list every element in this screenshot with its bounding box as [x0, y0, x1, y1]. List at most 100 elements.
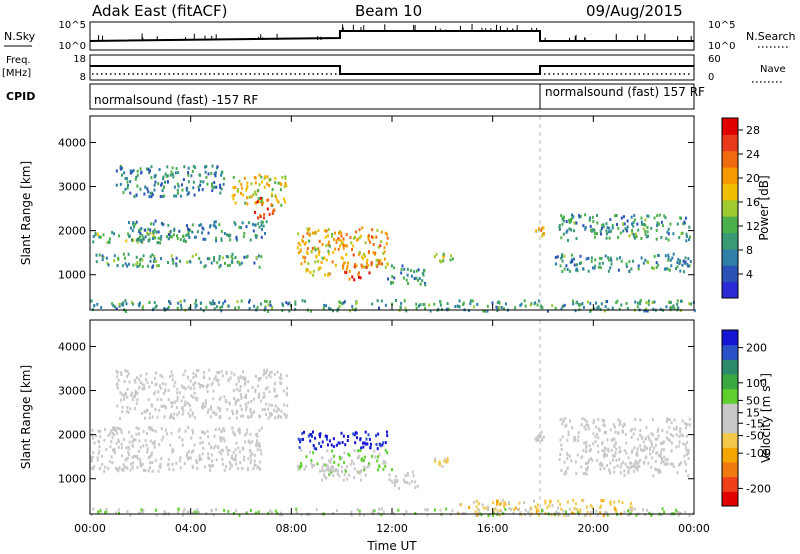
- range-gate-cell: [636, 301, 639, 305]
- range-gate-cell: [639, 429, 642, 433]
- range-gate-cell: [260, 235, 263, 239]
- range-gate-cell: [393, 483, 396, 487]
- range-gate-cell: [135, 220, 138, 224]
- range-gate-cell: [168, 300, 170, 303]
- freq-tick-top: 18: [73, 54, 86, 65]
- range-gate-cell: [213, 185, 216, 189]
- range-gate-cell: [599, 256, 601, 260]
- range-gate-cell: [324, 273, 327, 277]
- range-gate-cell: [563, 254, 566, 258]
- range-gate-cell: [678, 462, 681, 466]
- range-gate-cell: [429, 309, 432, 313]
- range-gate-cell: [667, 256, 670, 260]
- range-gate-cell: [660, 220, 663, 224]
- range-gate-cell: [338, 305, 341, 308]
- range-gate-cell: [360, 478, 363, 482]
- range-gate-cell: [650, 441, 653, 445]
- range-gate-cell: [220, 237, 223, 241]
- range-gate-cell: [681, 419, 684, 423]
- range-gate-cell: [342, 241, 345, 245]
- range-gate-cell: [243, 231, 246, 235]
- range-gate-cell: [254, 390, 257, 394]
- range-gate-cell: [254, 388, 257, 392]
- range-gate-cell: [118, 304, 121, 308]
- range-gate-cell: [274, 395, 277, 398]
- range-gate-cell: [297, 464, 300, 468]
- range-gate-cell: [189, 260, 192, 264]
- range-gate-cell: [647, 434, 650, 438]
- range-gate-cell: [563, 267, 566, 271]
- range-gate-cell: [201, 430, 203, 434]
- range-gate-cell: [268, 403, 271, 407]
- range-gate-cell: [258, 414, 261, 418]
- range-gate-cell: [635, 513, 638, 517]
- range-gate-cell: [178, 427, 181, 431]
- range-gate-cell: [141, 234, 144, 237]
- range-gate-cell: [626, 307, 629, 311]
- range-gate-cell: [459, 503, 462, 507]
- range-gate-cell: [210, 446, 213, 449]
- range-gate-cell: [669, 222, 672, 226]
- range-gate-cell: [357, 456, 360, 460]
- range-gate-cell: [153, 255, 156, 258]
- range-gate-cell: [575, 221, 578, 225]
- range-gate-cell: [549, 500, 552, 504]
- nave-tick-top: 60: [708, 54, 721, 65]
- range-gate-cell: [99, 435, 102, 439]
- range-gate-cell: [330, 443, 333, 447]
- range-gate-cell: [111, 436, 114, 440]
- range-gate-cell: [211, 164, 214, 168]
- range-gate-cell: [576, 508, 579, 512]
- range-gate-cell: [588, 218, 591, 222]
- range-gate-cell: [589, 216, 591, 220]
- range-gate-cell: [294, 300, 297, 304]
- range-gate-cell: [138, 235, 141, 239]
- range-gate-cell: [627, 509, 629, 513]
- range-gate-cell: [126, 369, 129, 373]
- range-gate-cell: [450, 254, 453, 258]
- range-gate-cell: [678, 262, 681, 265]
- range-gate-cell: [590, 228, 592, 232]
- range-gate-cell: [267, 303, 270, 307]
- range-gate-cell: [135, 255, 138, 259]
- range-gate-cell: [190, 436, 193, 440]
- range-gate-cell: [202, 376, 205, 380]
- range-gate-cell: [354, 263, 357, 267]
- range-gate-cell: [136, 261, 139, 264]
- range-gate-cell: [605, 229, 608, 233]
- range-gate-cell: [347, 452, 350, 456]
- range-gate-cell: [590, 259, 593, 263]
- range-gate-cell: [414, 486, 417, 489]
- range-gate-cell: [244, 201, 247, 205]
- range-gate-cell: [633, 507, 636, 511]
- range-gate-cell: [92, 235, 95, 238]
- range-gate-cell: [592, 266, 594, 270]
- range-gate-cell: [652, 433, 655, 437]
- velocity-colorbar-label: Velocity [m s-1]: [759, 373, 773, 463]
- range-gate-cell: [252, 229, 255, 233]
- range-gate-cell: [354, 441, 357, 445]
- range-gate-cell: [149, 255, 152, 259]
- range-gate-cell: [212, 397, 215, 401]
- range-gate-cell: [607, 447, 610, 451]
- range-gate-cell: [334, 231, 336, 235]
- range-gate-cell: [136, 465, 139, 469]
- range-gate-cell: [235, 462, 238, 466]
- range-gate-cell: [187, 228, 190, 232]
- range-gate-cell: [260, 399, 262, 403]
- range-gate-cell: [617, 418, 620, 422]
- range-gate-cell: [151, 404, 154, 408]
- range-gate-cell: [136, 398, 139, 402]
- range-gate-cell: [573, 436, 576, 440]
- range-gate-cell: [330, 466, 333, 470]
- range-gate-cell: [330, 457, 333, 461]
- range-gate-cell: [566, 438, 569, 442]
- range-gate-cell: [271, 307, 274, 310]
- range-gate-cell: [536, 303, 539, 307]
- range-gate-cell: [157, 236, 160, 240]
- range-gate-cell: [190, 386, 192, 390]
- range-gate-cell: [537, 434, 540, 438]
- range-gate-cell: [559, 264, 562, 268]
- range-gate-cell: [146, 381, 149, 385]
- range-gate-cell: [131, 439, 134, 443]
